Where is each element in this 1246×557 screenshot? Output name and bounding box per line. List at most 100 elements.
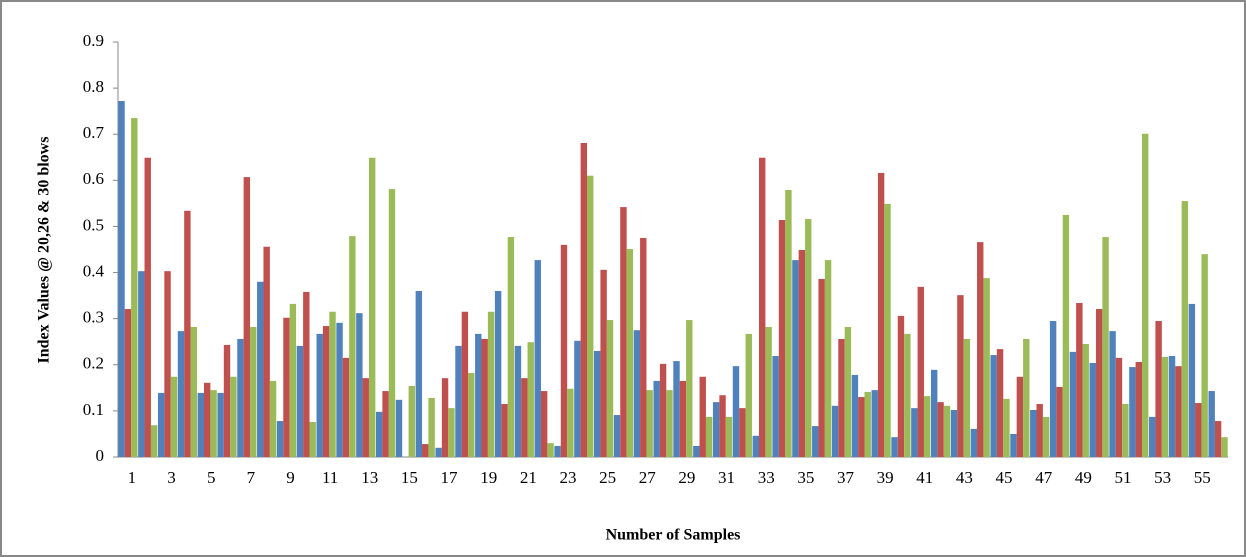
- x-tick-label: 33: [758, 468, 775, 487]
- x-tick-label: 11: [322, 468, 338, 487]
- bar: [1175, 366, 1182, 457]
- bar: [455, 345, 462, 457]
- bar: [534, 260, 541, 457]
- bar: [368, 157, 376, 457]
- bar: [725, 416, 733, 457]
- bar: [911, 408, 918, 457]
- bar: [1042, 416, 1050, 457]
- bar: [732, 366, 740, 457]
- bar: [719, 395, 726, 457]
- bar: [501, 403, 508, 457]
- bar: [362, 378, 369, 457]
- bar: [712, 402, 720, 457]
- bar: [1102, 237, 1109, 457]
- y-tick-label: 0.2: [83, 354, 104, 373]
- bar: [620, 207, 627, 457]
- bar: [864, 391, 871, 457]
- bar: [1181, 201, 1189, 457]
- x-tick-label: 21: [520, 468, 537, 487]
- bar: [1089, 362, 1096, 457]
- bar: [514, 345, 522, 457]
- bar: [468, 373, 475, 457]
- bar: [1016, 376, 1024, 457]
- bar: [574, 340, 581, 457]
- bar: [494, 291, 502, 457]
- x-tick-label: 53: [1154, 468, 1171, 487]
- bar: [540, 391, 548, 457]
- bar: [184, 210, 191, 457]
- bar: [448, 408, 455, 457]
- bar: [157, 392, 165, 457]
- bar: [1076, 302, 1083, 457]
- bar: [237, 338, 244, 457]
- bar: [963, 338, 971, 457]
- bar: [1023, 338, 1030, 457]
- bar: [527, 342, 534, 457]
- bar: [322, 326, 330, 457]
- x-tick-label: 23: [559, 468, 576, 487]
- bar: [1115, 357, 1123, 457]
- bar: [1221, 437, 1228, 457]
- bar: [1149, 416, 1156, 457]
- x-tick-label: 27: [639, 468, 657, 487]
- bar: [250, 326, 257, 457]
- bar: [990, 355, 997, 457]
- bar: [289, 303, 297, 457]
- y-tick-label: 0.1: [83, 400, 104, 419]
- bar: [818, 279, 825, 457]
- x-tick-label: 19: [480, 468, 497, 487]
- bar: [521, 378, 528, 457]
- bar: [283, 317, 290, 457]
- x-tick-label: 39: [877, 468, 894, 487]
- bar: [798, 249, 806, 457]
- bar: [640, 237, 647, 457]
- bar: [877, 172, 885, 457]
- bar: [170, 376, 178, 457]
- bar: [897, 315, 905, 457]
- bar: [812, 426, 819, 457]
- bar: [1142, 133, 1149, 457]
- bar: [1062, 214, 1070, 457]
- x-tick-label: 45: [996, 468, 1013, 487]
- bar: [831, 405, 839, 457]
- x-tick-label: 49: [1075, 468, 1092, 487]
- x-tick-label: 55: [1194, 468, 1211, 487]
- bar: [646, 390, 653, 457]
- bar: [957, 295, 964, 457]
- y-tick-label: 0.7: [83, 123, 105, 142]
- bar: [858, 397, 865, 457]
- bar: [415, 291, 423, 457]
- bar: [580, 142, 588, 457]
- bar: [626, 249, 634, 457]
- bar: [1082, 344, 1089, 457]
- x-tick-label: 1: [128, 468, 137, 487]
- bar: [124, 308, 132, 457]
- bar: [1010, 433, 1017, 457]
- bar: [150, 425, 158, 457]
- bar: [342, 357, 350, 457]
- bar: [210, 390, 217, 457]
- bar: [745, 333, 752, 457]
- bar: [1135, 362, 1143, 457]
- bar: [970, 428, 978, 457]
- bar: [131, 118, 138, 457]
- x-tick-label: 9: [286, 468, 295, 487]
- y-tick-label: 0.4: [83, 261, 105, 280]
- bar: [1056, 386, 1063, 457]
- bar: [554, 445, 561, 457]
- bar: [230, 376, 237, 457]
- bar: [336, 322, 343, 457]
- bar: [223, 344, 231, 457]
- bar: [1122, 403, 1129, 457]
- bar: [422, 444, 429, 457]
- bar: [560, 244, 568, 457]
- bar: [309, 421, 316, 457]
- bar: [118, 101, 125, 458]
- bar: [408, 385, 416, 457]
- x-tick-label: 25: [599, 468, 616, 487]
- bar: [613, 415, 621, 457]
- bar: [217, 392, 224, 457]
- bar: [851, 374, 859, 457]
- bar: [950, 409, 958, 457]
